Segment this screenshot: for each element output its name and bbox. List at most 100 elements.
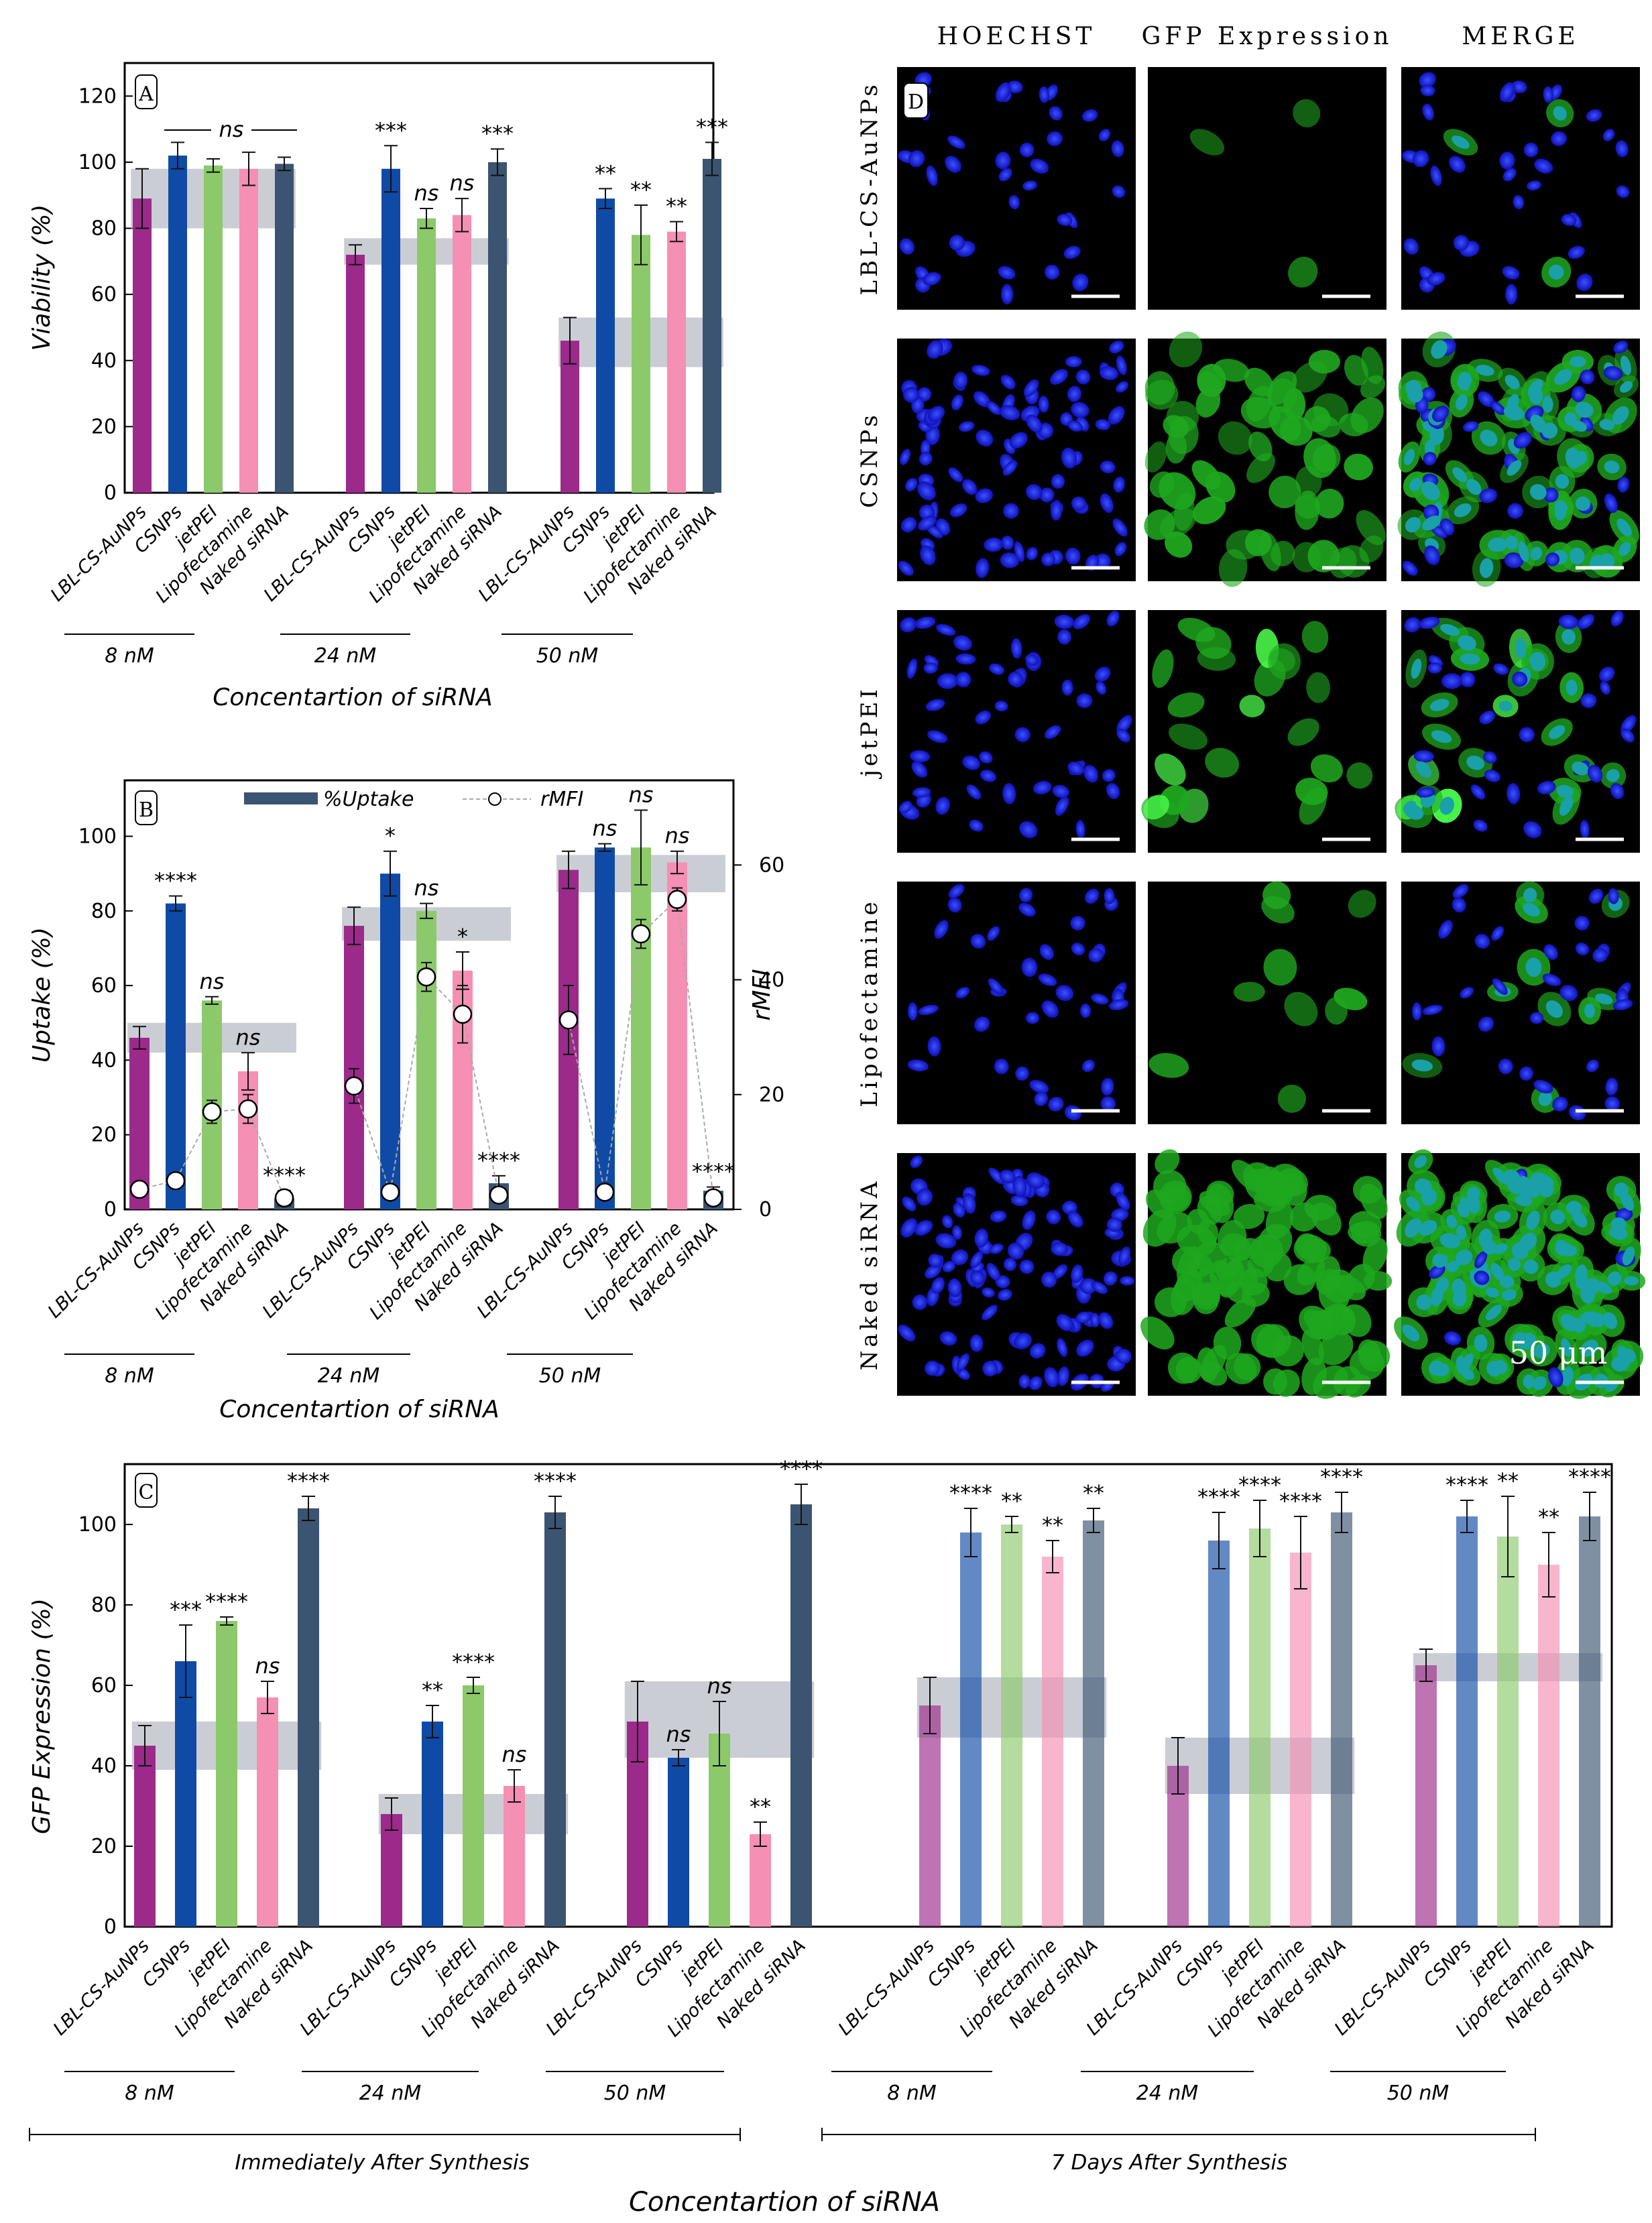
panel-d-label: D — [908, 91, 924, 114]
significance-label: **** — [287, 1468, 330, 1494]
significance-label: ** — [630, 177, 652, 202]
microscopy-image — [1140, 1149, 1393, 1399]
significance-label: *** — [170, 1597, 202, 1622]
panel-d: HOECHST GFP Expression MERGE LBL-CS-AuNPs C… — [856, 23, 1646, 1399]
significance-label: ns — [200, 969, 225, 994]
microscopy-image — [1401, 67, 1640, 310]
bar — [133, 198, 152, 493]
significance-label: **** — [1446, 1472, 1488, 1498]
significance-label: **** — [1568, 1464, 1611, 1490]
significance-label: **** — [205, 1589, 248, 1614]
bar — [1538, 1565, 1559, 1927]
significance-label: **** — [1320, 1464, 1363, 1490]
group-label: 50 nM — [536, 644, 599, 668]
bar — [298, 1508, 319, 1927]
bar — [134, 1746, 156, 1927]
significance-label: **** — [1197, 1484, 1240, 1510]
rmfi-point — [274, 1188, 294, 1208]
significance-label: ** — [666, 194, 687, 219]
microscopy-image — [1148, 67, 1386, 310]
bar — [381, 168, 400, 493]
legend-bar-label: %Uptake — [323, 788, 414, 811]
bar — [238, 1071, 258, 1209]
y-tick-label: 80 — [91, 217, 117, 241]
microscopy-row-label: Lipofectamine — [856, 898, 883, 1107]
panel-b-y2label: rMFI — [748, 969, 776, 1020]
bar — [381, 1814, 402, 1927]
microscopy-image — [1144, 331, 1386, 587]
significance-label: *** — [375, 117, 407, 143]
bar — [239, 168, 258, 493]
bar — [668, 1758, 689, 1927]
bar — [166, 903, 186, 1209]
significance-label: **** — [263, 1162, 306, 1188]
category-label: LBL-CS-AuNPs — [47, 501, 151, 605]
y-tick-label: 100 — [78, 825, 117, 848]
panel-a-xlabel: Concentartion of siRNA — [213, 684, 493, 711]
rmfi-point — [202, 1102, 222, 1122]
significance-label: * — [457, 924, 468, 949]
bar — [204, 165, 223, 493]
significance-label: ** — [1001, 1488, 1022, 1514]
bar — [1042, 1557, 1063, 1927]
bar — [667, 231, 686, 493]
rmfi-point — [667, 890, 687, 909]
bar — [960, 1533, 982, 1927]
bar — [216, 1621, 237, 1927]
bar — [750, 1834, 771, 1927]
panel-b-ylabel: Uptake (%) — [28, 927, 56, 1063]
bar — [1001, 1524, 1022, 1927]
significance-label: ns — [629, 782, 654, 808]
panel-b: B Uptake (%) rMFI Concentartion of siRNA… — [28, 779, 784, 1423]
significance-label: ns — [450, 170, 475, 196]
significance-label: ** — [750, 1794, 771, 1819]
bar — [1415, 1665, 1437, 1927]
rmfi-point — [344, 1076, 364, 1096]
section-label-immediate: Immediately After Synthesis — [235, 2151, 529, 2175]
bar — [453, 215, 471, 493]
y-tick-label: 0 — [104, 481, 117, 505]
significance-label: ** — [1042, 1512, 1063, 1538]
bar — [595, 847, 615, 1209]
panel-b-xlabel: Concentartion of siRNA — [219, 1396, 499, 1423]
bar — [175, 1661, 196, 1927]
y-tick-label: 100 — [78, 1513, 117, 1537]
significance-label: ns — [666, 1722, 691, 1747]
significance-label: ns — [414, 876, 439, 901]
bar — [703, 158, 721, 493]
significance-label: *** — [481, 121, 514, 146]
microscopy-row-label: LBL-CS-AuNPs — [856, 81, 883, 295]
y-tick-label: 80 — [91, 1594, 117, 1617]
bar — [416, 910, 436, 1209]
bar — [344, 926, 364, 1209]
panel-a-label: A — [138, 82, 154, 106]
significance-label: **** — [1238, 1472, 1281, 1498]
significance-label: ** — [1538, 1504, 1559, 1530]
rmfi-point — [166, 1170, 186, 1191]
significance-label: ** — [1083, 1480, 1104, 1506]
y-tick-label: 0 — [104, 1198, 117, 1221]
bar — [417, 218, 436, 493]
significance-label: ns — [414, 180, 439, 206]
significance-label: **** — [534, 1468, 577, 1494]
microscopy-image — [897, 67, 1136, 310]
group-label: 8 nM — [105, 644, 154, 668]
bar — [632, 235, 650, 493]
microscopy-image — [897, 339, 1136, 581]
significance-label: ns — [707, 1673, 732, 1699]
panel-a-ylabel: Viability (%) — [28, 204, 56, 351]
bar — [1497, 1537, 1519, 1927]
rmfi-point — [703, 1188, 723, 1208]
panel-c-xlabel: Concentartion of siRNA — [629, 2187, 940, 2218]
significance-label: **** — [949, 1480, 992, 1506]
microscopy-column-header: MERGE — [1462, 23, 1579, 50]
rmfi-point — [595, 1183, 615, 1202]
legend-line-marker — [488, 792, 501, 806]
bar — [422, 1722, 443, 1927]
bar — [667, 862, 687, 1209]
y2-tick-label: 0 — [759, 1198, 772, 1221]
group-label: 24 nM — [314, 644, 377, 668]
significance-label: **** — [1279, 1488, 1322, 1514]
y2-tick-label: 20 — [759, 1083, 784, 1107]
